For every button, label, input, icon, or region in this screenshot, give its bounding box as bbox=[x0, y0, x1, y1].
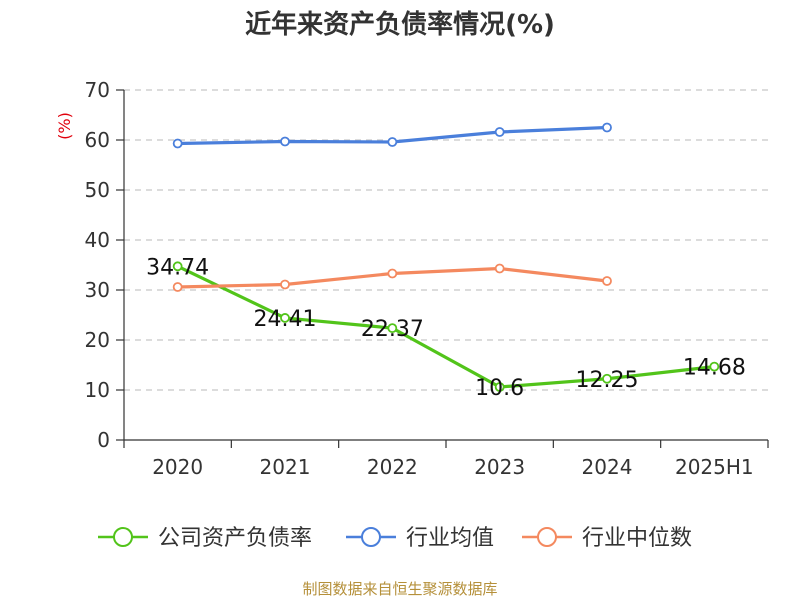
data-point bbox=[494, 382, 505, 392]
data-label: 24.41 bbox=[254, 307, 317, 332]
y-tick-label: 40 bbox=[85, 228, 110, 252]
data-point bbox=[387, 323, 398, 334]
x-tick-label: 2024 bbox=[582, 455, 633, 479]
data-point bbox=[280, 279, 290, 290]
legend-swatch-marker bbox=[361, 527, 381, 547]
x-tick-label: 2025H1 bbox=[675, 455, 754, 479]
series-lines bbox=[172, 122, 720, 392]
data-labels: 34.74 24.41 22.37 10.6 12.25 14.68 bbox=[146, 255, 746, 401]
data-point bbox=[280, 313, 290, 323]
x-tick-label: 2022 bbox=[367, 455, 418, 479]
y-axis-unit: (%) bbox=[55, 112, 74, 140]
x-tick-label: 2020 bbox=[152, 455, 203, 479]
data-point bbox=[172, 138, 183, 149]
series-line-0 bbox=[176, 264, 715, 389]
data-point bbox=[709, 361, 720, 372]
data-point bbox=[494, 127, 505, 137]
data-point bbox=[172, 261, 183, 272]
data-label: 34.74 bbox=[146, 255, 209, 280]
legend-label: 行业中位数 bbox=[582, 526, 692, 551]
data-label: 14.68 bbox=[683, 356, 746, 381]
source-note: 制图数据来自恒生聚源数据库 bbox=[302, 580, 498, 598]
legend-label: 公司资产负债率 bbox=[158, 526, 312, 551]
y-tick-label: 10 bbox=[85, 378, 110, 402]
data-label: 22.37 bbox=[361, 317, 424, 342]
axes: 0 10 20 30 40 50 60 70 (%) 2020 2021 2022 2023 2024 20… bbox=[55, 78, 769, 479]
legend-swatch-marker bbox=[537, 527, 557, 547]
data-point bbox=[387, 137, 398, 147]
y-tick-label: 20 bbox=[85, 328, 110, 352]
data-label: 10.6 bbox=[475, 376, 524, 401]
y-tick-label: 50 bbox=[85, 178, 110, 202]
y-tick-label: 70 bbox=[85, 78, 110, 102]
data-label: 12.25 bbox=[576, 368, 639, 393]
y-tick-label: 0 bbox=[97, 428, 110, 452]
data-point bbox=[602, 122, 612, 133]
data-point bbox=[172, 282, 183, 292]
x-tick-label: 2021 bbox=[260, 455, 311, 479]
legend-swatch-marker bbox=[113, 527, 133, 547]
x-tick-label: 2023 bbox=[474, 455, 525, 479]
chart-title: 近年来资产负债率情况(%) bbox=[245, 10, 555, 40]
y-tick-label: 30 bbox=[85, 278, 110, 302]
data-point bbox=[602, 373, 612, 384]
grid-lines bbox=[124, 89, 768, 391]
data-point bbox=[602, 276, 612, 286]
data-point bbox=[387, 268, 398, 279]
y-tick-label: 60 bbox=[85, 128, 110, 152]
legend-label: 行业均值 bbox=[406, 526, 494, 551]
legend: 公司资产负债率 行业均值 行业中位数 bbox=[98, 526, 692, 551]
data-point bbox=[280, 136, 290, 147]
data-point bbox=[494, 263, 505, 274]
